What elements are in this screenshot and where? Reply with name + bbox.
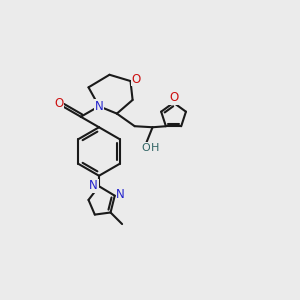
- Text: N: N: [94, 100, 103, 113]
- Text: N: N: [116, 188, 125, 201]
- Text: N: N: [89, 179, 98, 192]
- Text: O: O: [142, 142, 151, 152]
- Text: O: O: [54, 98, 64, 110]
- Text: O: O: [169, 91, 178, 104]
- Text: H: H: [151, 142, 159, 152]
- Text: O: O: [131, 73, 140, 86]
